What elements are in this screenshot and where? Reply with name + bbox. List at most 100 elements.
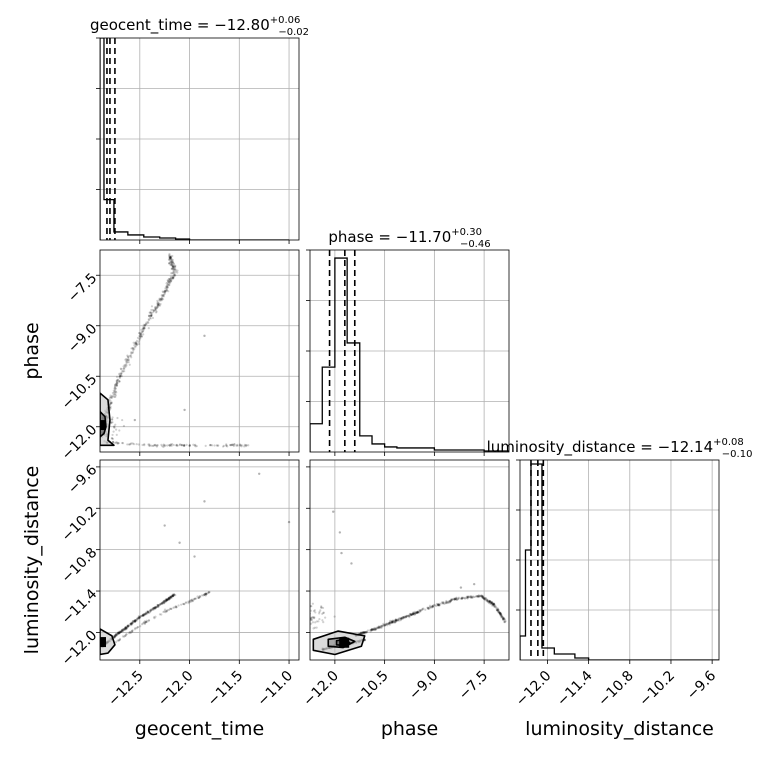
sample-point bbox=[156, 303, 159, 306]
sample-point bbox=[165, 289, 168, 292]
sample-point bbox=[501, 618, 505, 621]
sample-point bbox=[394, 618, 397, 621]
sample-point bbox=[488, 600, 491, 603]
sample-point bbox=[166, 281, 169, 284]
sample-point bbox=[124, 634, 127, 637]
sample-point bbox=[491, 602, 495, 606]
sample-point bbox=[310, 618, 313, 622]
sample-point bbox=[373, 626, 376, 630]
sample-point bbox=[455, 598, 458, 601]
sample-point bbox=[402, 616, 405, 620]
sample-point bbox=[448, 601, 451, 604]
sample-point bbox=[497, 608, 500, 611]
sample-point bbox=[172, 262, 175, 265]
sample-point bbox=[129, 631, 132, 634]
sample-point bbox=[374, 628, 377, 631]
sample-point bbox=[187, 602, 190, 605]
sample-point bbox=[491, 603, 494, 606]
sample-point bbox=[133, 620, 136, 623]
sample-point bbox=[168, 257, 171, 260]
sample-point bbox=[137, 443, 140, 446]
sample-point bbox=[148, 611, 151, 614]
sample-point bbox=[371, 628, 375, 631]
sample-point bbox=[116, 381, 119, 385]
sample-point bbox=[175, 606, 178, 609]
sample-point bbox=[133, 620, 136, 623]
hist-title-luminosity-distance: luminosity_distance = −12.14+0.08 −0.10 bbox=[487, 437, 753, 460]
sample-point bbox=[225, 444, 228, 447]
sample-point bbox=[483, 598, 486, 601]
y-tick-label: −9.6 bbox=[65, 462, 100, 497]
sample-point bbox=[167, 262, 171, 265]
sample-point bbox=[162, 601, 166, 604]
sample-point bbox=[139, 333, 142, 336]
sample-point bbox=[150, 314, 153, 317]
sample-point bbox=[126, 354, 129, 357]
sample-point bbox=[110, 395, 114, 398]
sample-point bbox=[172, 606, 175, 609]
sample-point bbox=[156, 299, 159, 302]
sample-point bbox=[156, 306, 159, 309]
sample-point bbox=[118, 375, 121, 378]
sample-point bbox=[168, 596, 171, 599]
title-upper-error: +0.08 bbox=[713, 437, 744, 448]
sample-point bbox=[469, 594, 472, 598]
sample-point bbox=[144, 323, 147, 326]
sample-point bbox=[419, 609, 422, 612]
sample-point bbox=[170, 607, 173, 610]
sample-point bbox=[202, 594, 205, 597]
scatter-geocent-time-vs-luminosity-distance bbox=[100, 472, 291, 656]
sample-point bbox=[171, 261, 175, 264]
sample-point bbox=[147, 611, 150, 615]
sample-point bbox=[449, 598, 453, 601]
sample-point bbox=[166, 279, 170, 283]
sample-point bbox=[153, 607, 156, 610]
sample-point bbox=[150, 308, 153, 312]
sample-point bbox=[120, 372, 123, 375]
sample-point bbox=[142, 622, 145, 625]
sample-point bbox=[485, 599, 488, 602]
sample-point bbox=[128, 354, 132, 357]
sample-point bbox=[172, 263, 175, 266]
sample-point bbox=[117, 631, 120, 634]
sample-point bbox=[362, 631, 365, 634]
sample-point bbox=[148, 444, 151, 447]
sample-point bbox=[379, 626, 383, 629]
sample-point bbox=[140, 335, 144, 338]
sample-point bbox=[217, 444, 220, 447]
sample-point bbox=[500, 614, 503, 617]
sample-point bbox=[496, 609, 499, 612]
sample-point bbox=[154, 605, 158, 609]
sample-point bbox=[247, 444, 250, 447]
sample-point bbox=[305, 624, 307, 626]
sample-point bbox=[159, 603, 162, 606]
sample-point bbox=[140, 332, 143, 335]
sample-point bbox=[207, 591, 210, 594]
sample-point bbox=[133, 619, 136, 623]
sample-point bbox=[152, 607, 155, 610]
sample-point bbox=[322, 621, 325, 624]
outlier-point bbox=[183, 408, 186, 412]
sample-point bbox=[169, 256, 172, 259]
sample-point bbox=[160, 602, 164, 605]
sample-point bbox=[165, 599, 168, 603]
sample-point bbox=[169, 596, 172, 599]
sample-point bbox=[128, 630, 131, 634]
sample-point bbox=[120, 630, 123, 633]
sample-point bbox=[469, 596, 472, 599]
sample-point bbox=[168, 279, 171, 282]
sample-point bbox=[203, 593, 206, 596]
sample-point bbox=[169, 256, 172, 259]
hist-frame-phase bbox=[309, 249, 510, 453]
sample-point bbox=[476, 595, 479, 598]
sample-point bbox=[434, 604, 438, 608]
sample-point bbox=[188, 443, 191, 447]
sample-point bbox=[145, 611, 148, 615]
sample-point bbox=[193, 597, 197, 600]
sample-point bbox=[392, 620, 395, 623]
sample-point bbox=[168, 262, 171, 265]
sample-point bbox=[162, 601, 165, 604]
sample-point bbox=[410, 613, 413, 616]
scatter-geocent-time-vs-phase bbox=[100, 252, 250, 449]
